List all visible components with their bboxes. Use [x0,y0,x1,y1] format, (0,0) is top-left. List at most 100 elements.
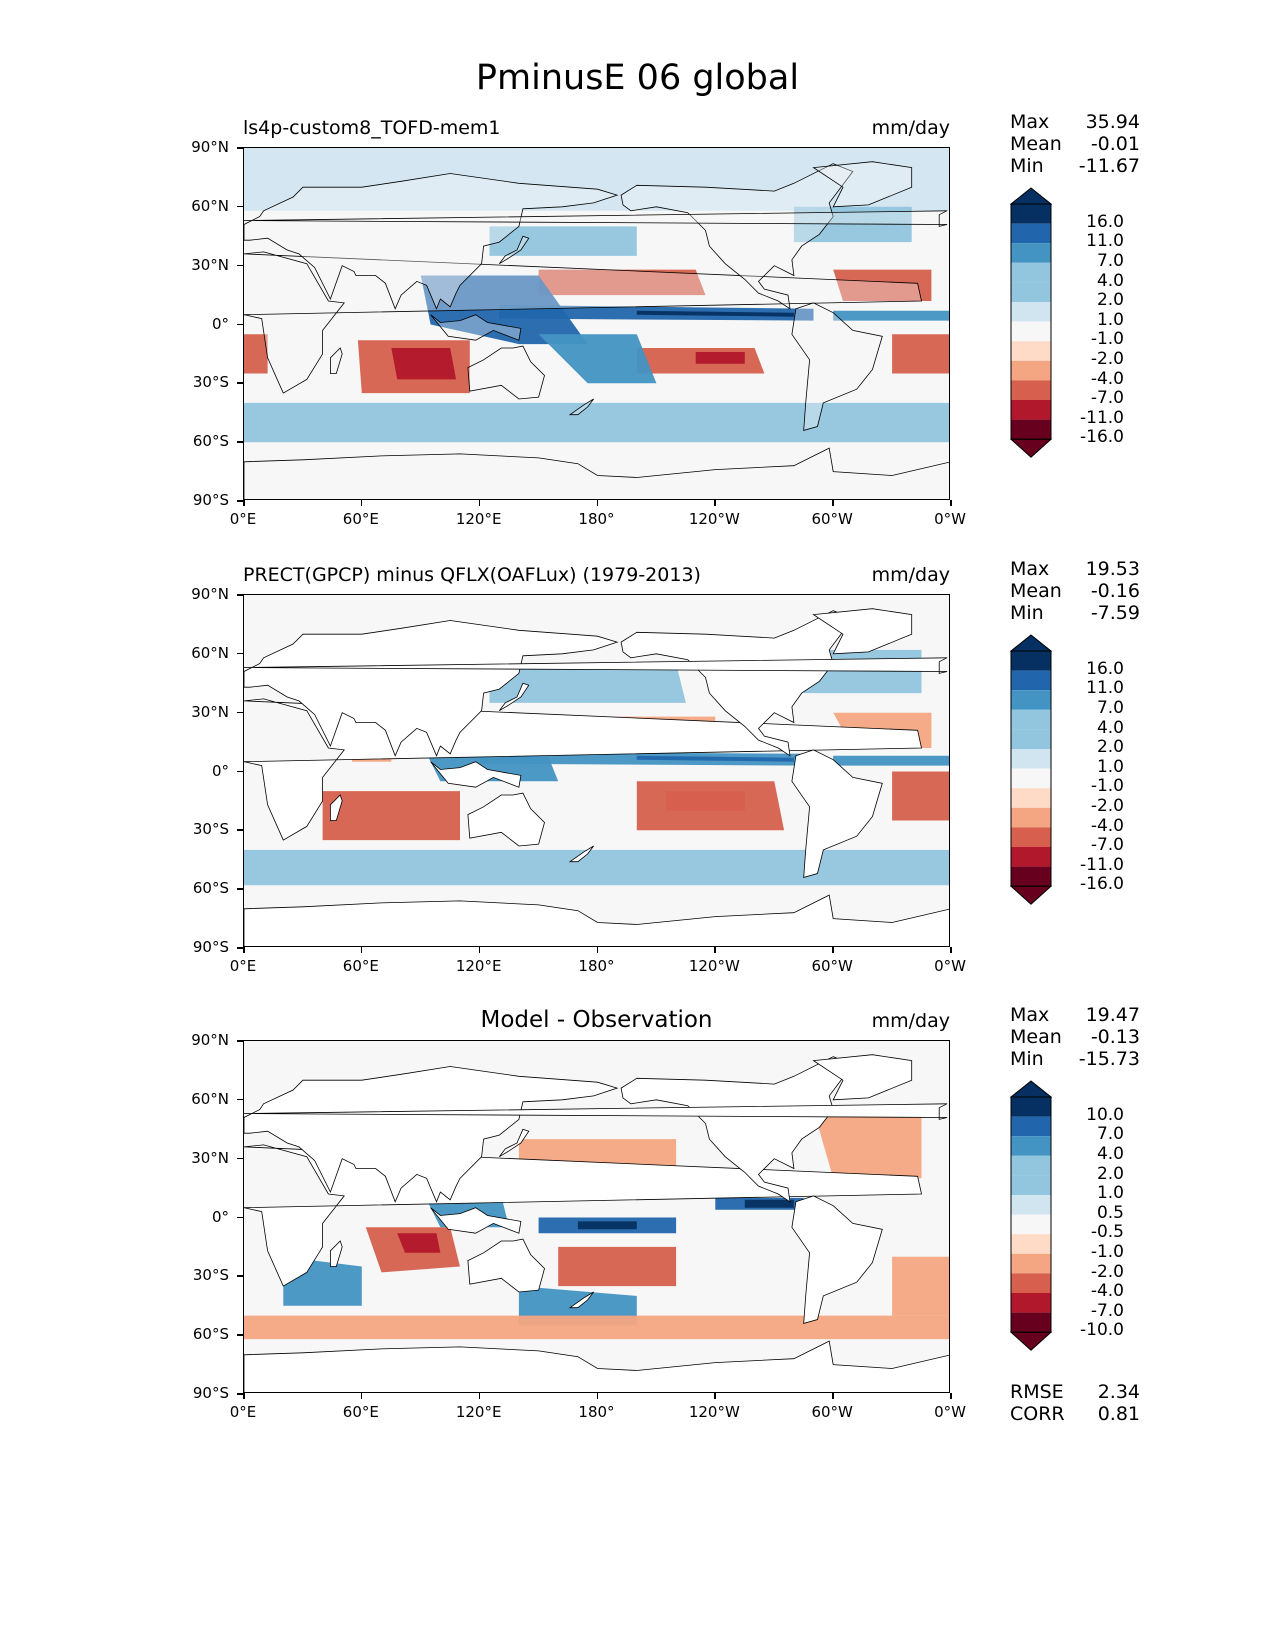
colorbar-segment [1011,1312,1051,1333]
x-tick-mark [950,1393,952,1399]
y-tick-mark [237,205,243,208]
colorbar-segment [1011,321,1051,342]
stat-row: Mean -0.01 [1010,133,1140,155]
stat-label: Max [1010,1004,1050,1026]
x-tick-label: 0°W [934,510,966,528]
stat-row: Min -15.73 [1010,1048,1140,1070]
indonesia-coastline [430,761,522,788]
y-tick-mark [237,711,243,714]
panel-title: Model - Observation [480,1007,713,1033]
x-tick-label: 0°E [229,957,257,975]
stat-value: -11.67 [1078,155,1140,177]
nh-ocean-mottle-contour [244,148,949,211]
stat-value: 2.34 [1097,1381,1140,1403]
y-tick-label: 0° [211,761,229,780]
pacific-sh-core-contour [666,791,745,811]
southern-ocean-wet-contour [244,849,949,886]
colorbar-segment [1011,419,1051,440]
stat-value: 19.53 [1085,558,1140,580]
north-pacific-wet-contour [489,663,686,703]
colorbar-segment [1011,729,1051,749]
australia-coastline [467,1238,545,1293]
panel-units: mm/day [871,564,950,586]
colorbar-tick-label: 7.0 [1096,698,1124,718]
stat-row: RMSE 2.34 [1010,1381,1140,1403]
stat-label: Mean [1010,133,1062,155]
y-tick-label: 90°S [192,491,229,509]
colorbar-tick-label: -11.0 [1080,407,1124,428]
y-tick-label: 90°S [192,1384,229,1402]
atlantic-sh-mixed-contour [892,1256,949,1316]
x-tick-label: 60°W [811,1403,853,1421]
indonesia-coastline [430,1207,522,1234]
y-tick-label: 60°S [192,432,229,451]
x-tick-mark [360,1393,363,1399]
colorbar-segment [1011,360,1051,381]
colorbar-tick-label: -11.0 [1080,854,1124,875]
colorbar-tick-label: -7.0 [1090,388,1124,409]
y-tick-label: 30°S [192,373,229,392]
y-tick-label: 60°S [192,879,229,898]
y-tick-mark [237,323,243,325]
stat-value: -15.73 [1078,1048,1140,1070]
uk-coastline [244,657,948,674]
y-tick-label: 90°N [191,138,229,156]
x-tick-mark [243,500,245,506]
y-tick-mark [237,441,243,443]
y-tick-label: 30°S [192,820,229,839]
stat-value: -7.59 [1090,602,1140,624]
stat-value: -0.16 [1090,580,1140,602]
x-tick-label: 0°E [229,1403,257,1421]
colorbar-segment [1011,1155,1051,1176]
y-tick-mark [237,1275,243,1277]
y-tick-label: 0° [211,1207,229,1226]
pacific-nh-dry-contour [538,269,706,296]
figure-title: PminusE 06 global [475,58,800,98]
colorbar-segment [1011,1175,1051,1195]
x-tick-label: 120°E [455,1403,502,1421]
colorbar-segment [1011,243,1051,263]
south-america-coastline [791,1195,883,1324]
colorbar-tick-label: 7.0 [1096,251,1124,271]
y-tick-label: 90°N [191,1031,229,1049]
colorbar-segment [1011,262,1051,283]
x-tick-mark [832,500,834,506]
y-tick-label: 30°S [192,1266,229,1285]
y-tick-label: 90°S [192,938,229,956]
antarctica-coastline [244,447,949,499]
x-tick-mark [832,1393,834,1399]
europe-asia-coastline [244,173,619,310]
colorbar-segment [1011,1195,1051,1215]
indian-ocean-core-contour [391,348,457,380]
x-tick-label: 0°W [934,957,966,975]
stat-label: Max [1010,111,1050,133]
colorbar-tick-label: 2.0 [1096,1163,1124,1184]
stat-row: Mean -0.13 [1010,1026,1140,1048]
colorbar-tick-label: 10.0 [1086,1104,1124,1125]
x-tick-mark [596,947,598,953]
indian-ocean-core-contour [397,1233,441,1253]
north-atlantic-dry-contour [813,1109,922,1179]
new-zealand-coastline [568,1291,594,1309]
colorbar-segment [1011,400,1051,420]
x-tick-mark [950,947,952,953]
colorbar-extend-max [1010,1080,1052,1098]
colorbar-outline [1010,203,1052,440]
madagascar-coastline [330,347,343,374]
y-tick-mark [237,382,243,384]
colorbar-segment [1011,204,1051,224]
y-tick-mark [237,829,243,831]
colorbar-tick-label: 2.0 [1096,290,1124,311]
colorbar-segment [1011,1273,1051,1293]
europe-asia-coastline [244,620,619,757]
x-tick-label: 120°W [688,510,740,528]
north-america-coastline [620,163,854,310]
japan-coastline [498,235,530,265]
stat-value: -0.13 [1090,1026,1140,1048]
polar-gap-n-contour [244,1041,949,1081]
colorbar-tick-label: -7.0 [1090,1300,1124,1321]
colorbar-tick-label: -4.0 [1090,815,1124,836]
y-tick-mark [237,1157,243,1160]
x-tick-mark [714,947,716,953]
colorbar-segment [1011,651,1051,671]
